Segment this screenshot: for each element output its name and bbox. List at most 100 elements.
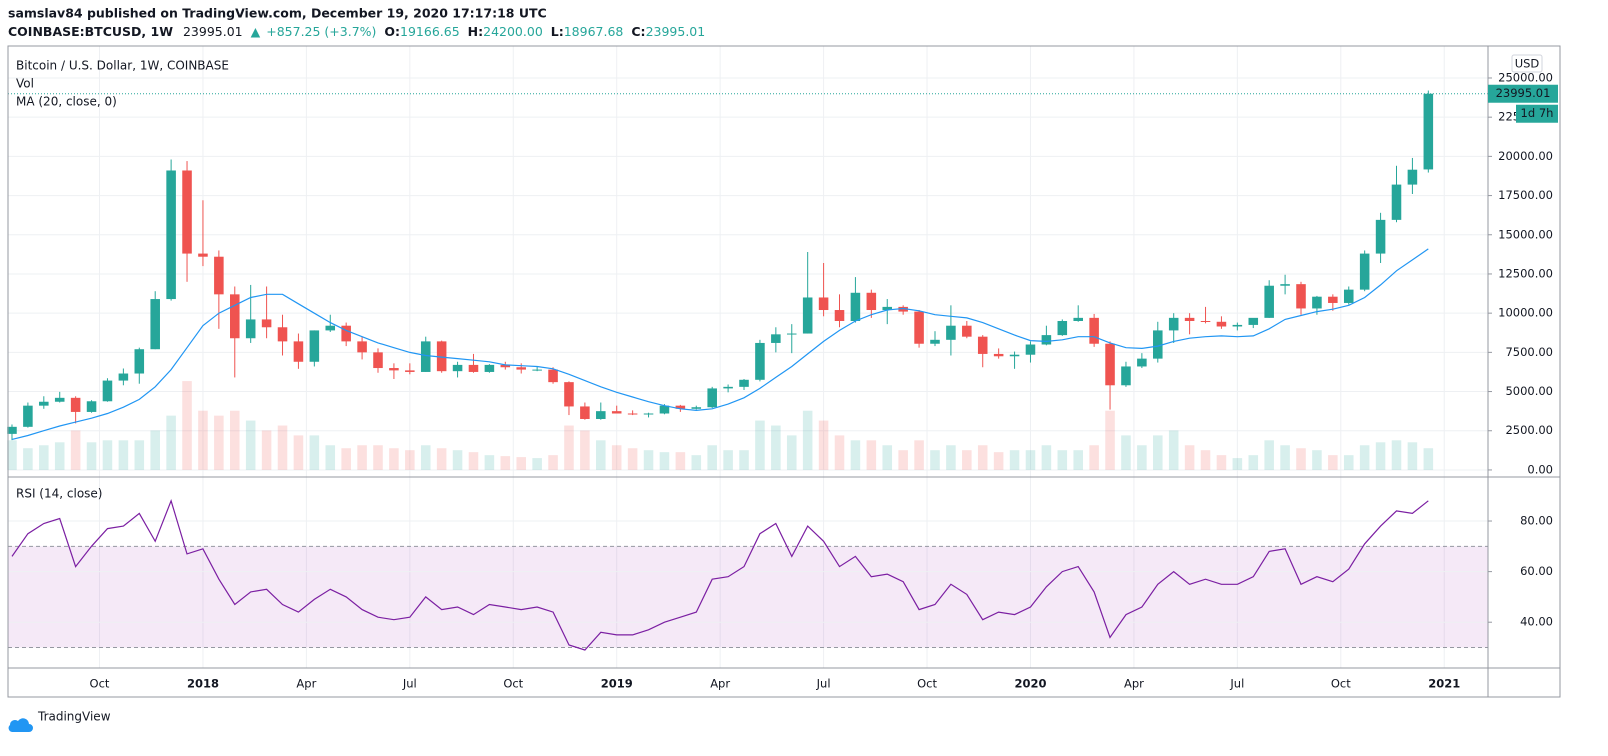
rsi-band (8, 546, 1488, 648)
volume-bar (1280, 445, 1290, 470)
footer: TradingView (37, 710, 111, 724)
volume-bar (898, 450, 908, 470)
candle-body (86, 401, 97, 412)
plot (7, 90, 1488, 651)
y-tick-label: 25000.00 (1498, 70, 1553, 84)
y-tick-label: 5000.00 (1505, 384, 1553, 398)
volume-bar (914, 440, 924, 470)
ohlc-value: 18967.68 (564, 24, 624, 39)
ohlc-key: C: (631, 24, 645, 39)
candle-body (516, 367, 526, 370)
candle-body (1264, 285, 1274, 318)
volume-bar (564, 425, 574, 470)
candle-body (150, 299, 160, 350)
volume-bar (118, 440, 129, 470)
candle-body (1375, 219, 1386, 254)
volume-bar (325, 445, 336, 470)
rsi-tick-label: 40.00 (1520, 615, 1553, 629)
volume-bar (723, 450, 733, 470)
candle-body (564, 382, 574, 407)
candle-body (930, 339, 940, 344)
volume-bar (675, 452, 686, 470)
volume-bar (834, 435, 845, 470)
volume-bar (627, 448, 638, 470)
volume-bar (1184, 445, 1195, 470)
candle-body (1153, 330, 1163, 359)
candle-body (659, 405, 670, 414)
volume-bar (134, 440, 145, 470)
volume-bar (357, 445, 367, 470)
currency-box[interactable] (1511, 54, 1543, 73)
candle-body (277, 327, 288, 342)
x-tick-label: 2020 (1014, 677, 1046, 691)
candle-body (1280, 284, 1290, 286)
x-tick-label: 2018 (187, 677, 219, 691)
volume-bar (1296, 448, 1306, 470)
volume-bar (389, 448, 399, 470)
legend-ma: MA (20, close, 0) (16, 95, 117, 109)
candle-body (389, 368, 399, 371)
candle-body (532, 369, 542, 371)
volume-bar (1041, 445, 1052, 470)
x-tick-label: Jul (1229, 677, 1244, 691)
volume-bar (691, 455, 702, 470)
candle-body (118, 373, 129, 381)
candle-body (1105, 343, 1115, 386)
volume-bar (166, 415, 176, 470)
candle-body (134, 349, 145, 374)
volume-bar (1200, 450, 1211, 470)
candle-body (198, 253, 208, 257)
legend-title: Bitcoin / U.S. Dollar, 1W, COINBASE (16, 59, 229, 73)
candle-body (1391, 184, 1402, 220)
volume-bar (230, 410, 240, 470)
volume-bar (214, 415, 224, 470)
candle-body (755, 342, 765, 380)
legend-rsi: RSI (14, close) (16, 487, 102, 501)
candle-body (420, 341, 431, 372)
volume-bar (548, 455, 558, 470)
volume-bar (707, 445, 717, 470)
volume-bar (993, 452, 1004, 470)
volume-bar (1137, 445, 1147, 470)
volume-bar (245, 420, 256, 470)
candle-body (293, 341, 304, 362)
volume-bar (596, 440, 606, 470)
candle-body (882, 306, 893, 311)
volume-bar (182, 381, 192, 470)
candle-body (7, 426, 17, 434)
y-tick-label: 12500.00 (1498, 266, 1553, 280)
candle-body (691, 407, 702, 409)
volume-bar (468, 452, 479, 470)
rsi-line (11, 498, 1429, 651)
candle-body (946, 325, 956, 340)
candle-body (1009, 354, 1020, 357)
candle-body (898, 306, 908, 312)
volume-bar (1089, 445, 1099, 470)
candle-body (1073, 317, 1083, 321)
candle-body (977, 336, 988, 354)
y-tick-label: 17500.00 (1498, 188, 1553, 202)
candle-body (245, 319, 256, 339)
candle-body (436, 341, 447, 372)
ma-line (11, 248, 1429, 440)
volume-bar (198, 410, 208, 470)
volume-bar (1264, 440, 1274, 470)
ohlc-key: L: (551, 24, 564, 39)
candle-body (70, 397, 81, 412)
volume-bar (643, 450, 654, 470)
volume-bar (7, 440, 17, 470)
volume-bar (1391, 440, 1402, 470)
volume-bar (739, 450, 749, 470)
volume-bar (1025, 450, 1036, 470)
frame (7, 45, 1561, 698)
currency[interactable]: USD (1515, 57, 1540, 71)
candle-body (818, 297, 829, 311)
volume-bar (1248, 455, 1259, 470)
candle-body (850, 292, 861, 321)
candle-body (1328, 296, 1338, 303)
volume-bar (659, 452, 670, 470)
candle-body (341, 325, 351, 342)
candle-body (1216, 321, 1227, 327)
candle-body (182, 170, 192, 254)
volume-bar (516, 457, 526, 470)
